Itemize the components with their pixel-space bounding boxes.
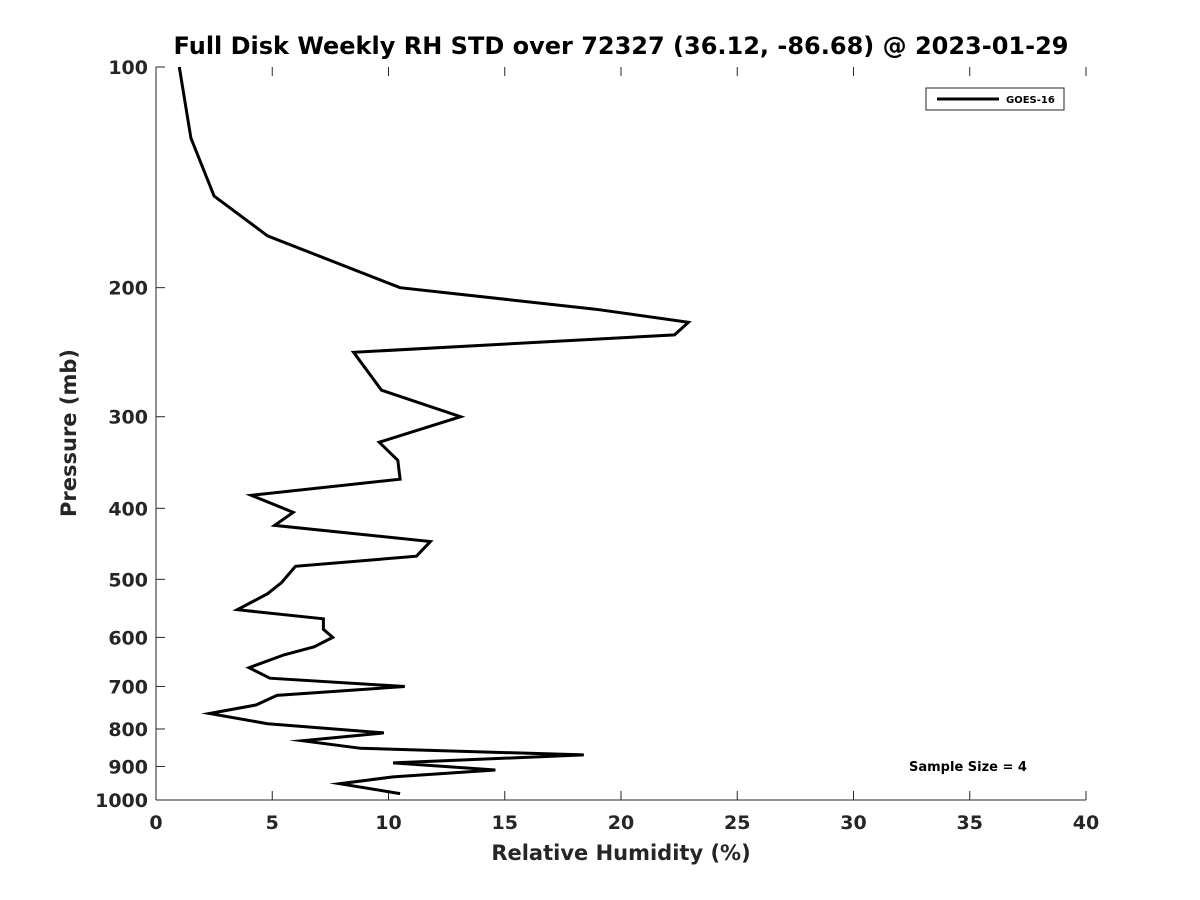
- x-tick-label: 0: [149, 812, 162, 834]
- y-axis-ticks: 100 200 300 400 500 600 700 800 900 1000: [95, 57, 165, 812]
- series-line-goes-16: [177, 66, 692, 796]
- x-tick-label: 10: [375, 812, 401, 834]
- y-tick-label: 600: [108, 627, 148, 649]
- x-tick-label: 40: [1073, 812, 1099, 834]
- x-tick-label: 35: [957, 812, 983, 834]
- legend: GOES-16: [925, 87, 1065, 111]
- x-tick-label: 25: [724, 812, 750, 834]
- x-axis-label: Relative Humidity (%): [491, 841, 750, 865]
- x-tick-label: 5: [266, 812, 279, 834]
- y-tick-label: 100: [108, 57, 148, 79]
- y-tick-label: 700: [108, 676, 148, 698]
- y-tick-label: 1000: [95, 790, 148, 812]
- legend-label-goes-16: GOES-16: [1006, 95, 1055, 106]
- x-tick-label: 15: [492, 812, 518, 834]
- y-tick-label: 400: [108, 498, 148, 520]
- x-tick-label: 30: [840, 812, 866, 834]
- x-axis-ticks: 0 5 10 15 20 25 30 35 40: [149, 67, 1099, 834]
- y-tick-label: 200: [108, 278, 148, 300]
- chart-title: Full Disk Weekly RH STD over 72327 (36.1…: [174, 32, 1069, 60]
- series-layer: [177, 66, 692, 796]
- y-tick-label: 300: [108, 407, 148, 429]
- y-tick-label: 500: [108, 569, 148, 591]
- y-axis-label: Pressure (mb): [57, 349, 81, 517]
- sample-size-annotation: Sample Size = 4: [909, 760, 1027, 775]
- y-tick-label: 800: [108, 719, 148, 741]
- x-tick-label: 20: [608, 812, 634, 834]
- y-tick-label: 900: [108, 756, 148, 778]
- plot-area: [156, 67, 1086, 800]
